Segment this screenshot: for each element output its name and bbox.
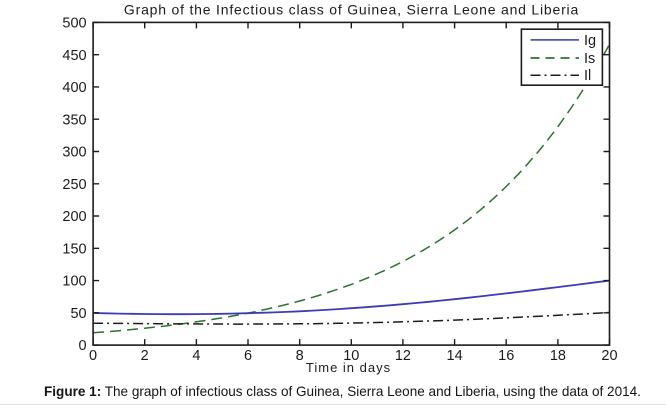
svg-text:Il: Il xyxy=(584,68,591,84)
svg-text:Ig: Ig xyxy=(584,33,596,49)
svg-text:18: 18 xyxy=(550,348,566,364)
svg-text:0: 0 xyxy=(79,338,87,354)
svg-text:0: 0 xyxy=(89,348,97,364)
svg-text:4: 4 xyxy=(192,348,200,364)
svg-text:8: 8 xyxy=(296,348,304,364)
svg-text:350: 350 xyxy=(62,112,86,128)
svg-text:6: 6 xyxy=(244,348,252,364)
svg-text:12: 12 xyxy=(395,348,411,364)
svg-text:20: 20 xyxy=(601,348,617,364)
svg-text:450: 450 xyxy=(62,48,86,64)
svg-text:Is: Is xyxy=(584,51,595,67)
svg-text:16: 16 xyxy=(498,348,514,364)
svg-text:150: 150 xyxy=(62,241,86,257)
svg-text:250: 250 xyxy=(62,177,86,193)
svg-text:100: 100 xyxy=(62,274,86,290)
svg-text:Graph of the Infectious class: Graph of the Infectious class of Guinea,… xyxy=(124,2,579,18)
svg-text:200: 200 xyxy=(62,209,86,225)
svg-text:400: 400 xyxy=(62,80,86,96)
svg-text:500: 500 xyxy=(62,16,86,32)
svg-text:10: 10 xyxy=(343,348,359,364)
svg-text:Time in days: Time in days xyxy=(306,360,391,375)
svg-text:2: 2 xyxy=(141,348,149,364)
svg-text:50: 50 xyxy=(70,306,86,322)
svg-text:300: 300 xyxy=(62,145,86,161)
svg-text:14: 14 xyxy=(447,348,463,364)
